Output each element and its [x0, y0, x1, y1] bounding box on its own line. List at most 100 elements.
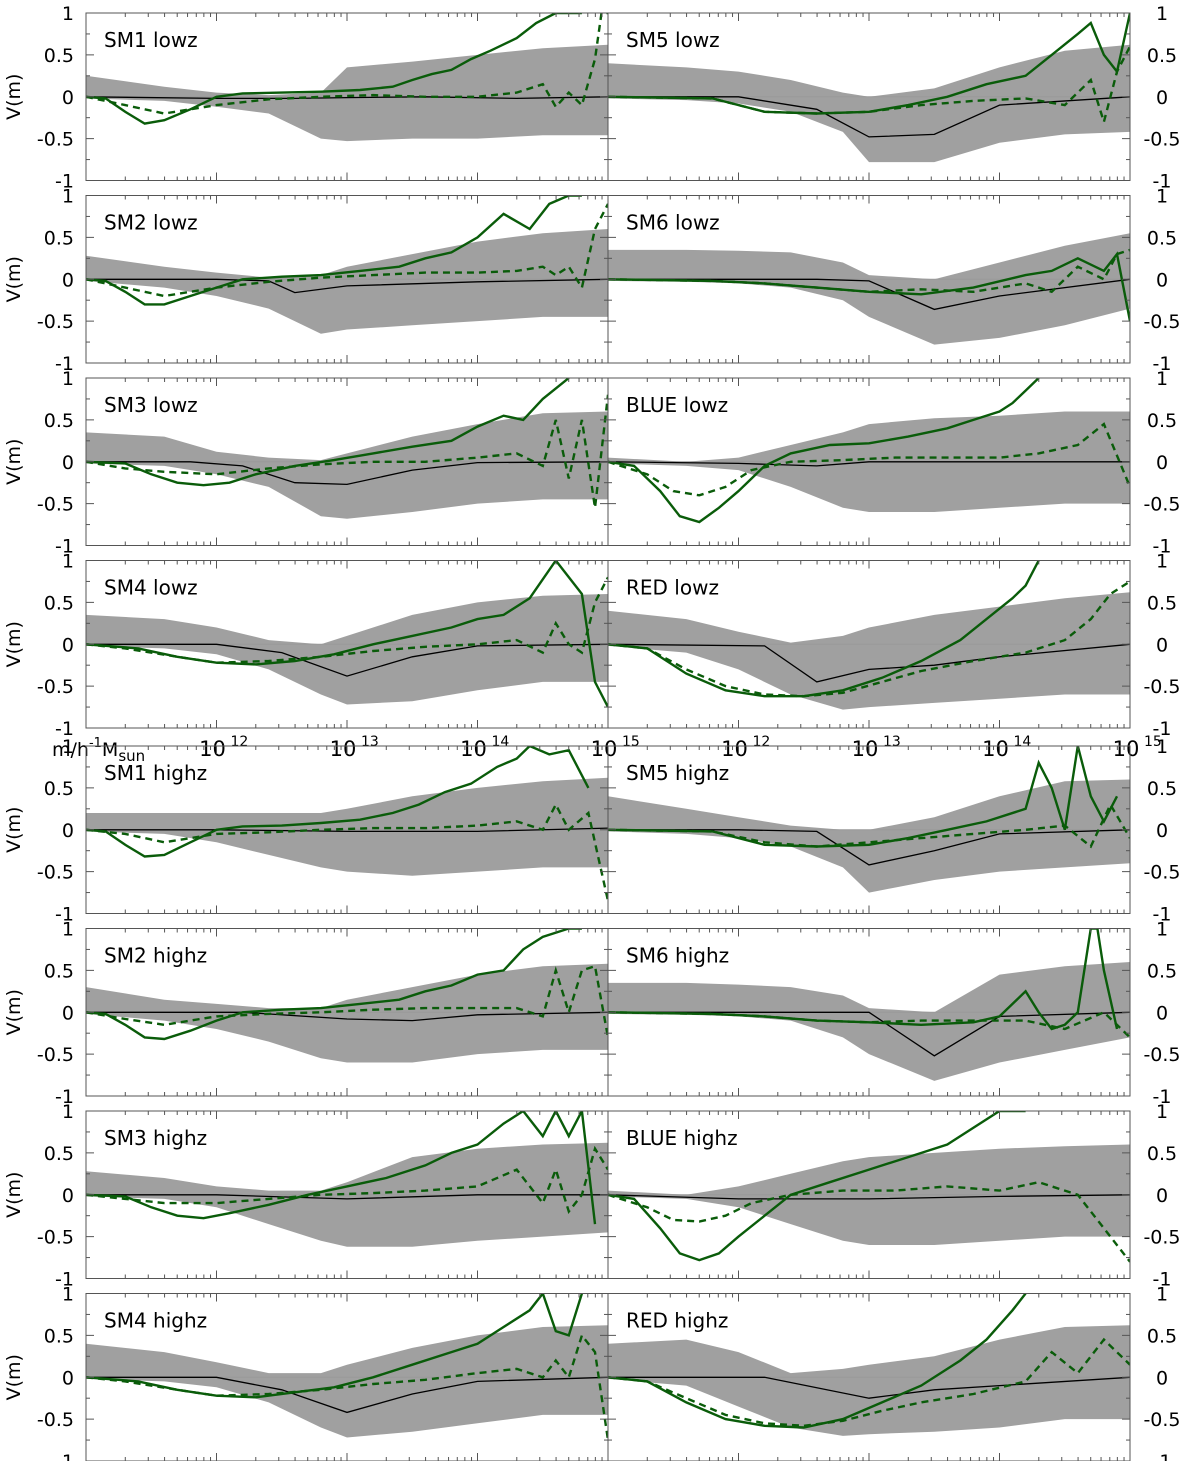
green-solid-line	[608, 746, 1119, 848]
y-tick-label: -1	[55, 1451, 74, 1461]
black-model-line	[86, 461, 608, 486]
y-tick-label: 0	[62, 634, 74, 656]
chart-panel: BLUE highz 1 0.5 0 -0.5 -1	[607, 1101, 1181, 1291]
y-tick-label: -0.5	[37, 1409, 74, 1431]
x-tick-label: 10	[1113, 737, 1140, 761]
y-tick-label: 0.5	[1147, 778, 1177, 800]
x-axis-label-main: m/h	[52, 739, 89, 761]
green-dashed-line	[608, 1337, 1130, 1428]
x-tick-label: 10	[330, 737, 357, 761]
y-tick-label: -0.5	[1143, 676, 1180, 698]
green-solid-line	[608, 13, 1130, 115]
y-tick-label: 1	[62, 3, 74, 25]
green-dashed-line	[608, 580, 1130, 698]
y-tick-label: 0	[1156, 1185, 1168, 1207]
panel-title: SM2 lowz	[104, 211, 198, 235]
green-dashed-line	[608, 1180, 1130, 1263]
y-tick-label: 1	[1156, 1101, 1168, 1123]
y-tick-label: 1	[1156, 1284, 1168, 1306]
scatter-band	[608, 1325, 1130, 1436]
panel-title: RED lowz	[626, 576, 719, 600]
scatter-band	[86, 963, 608, 1063]
green-solid-line	[608, 251, 1130, 322]
scatter-band	[608, 44, 1130, 163]
black-model-line	[86, 96, 608, 100]
x-axis-label-sub: sun	[118, 747, 145, 765]
plot-area	[86, 1111, 608, 1247]
panel-title: BLUE lowz	[626, 393, 728, 417]
y-tick-label: 1	[62, 1101, 74, 1123]
plot-area	[608, 13, 1130, 163]
y-tick-label: 0.5	[1147, 592, 1177, 614]
black-model-line	[608, 1194, 1130, 1200]
plot-area	[608, 560, 1130, 710]
y-tick-label: 0.5	[1147, 960, 1177, 982]
plot-area	[86, 928, 608, 1063]
plot-area	[608, 233, 1130, 345]
panel-title: SM5 highz	[626, 761, 729, 785]
y-axis-label: V(m)	[3, 256, 25, 302]
panel-title: SM4 lowz	[104, 576, 198, 600]
y-axis-label: V(m)	[3, 1172, 25, 1218]
y-tick-label: 1	[62, 551, 74, 573]
y-tick-label: -0.5	[1143, 1227, 1180, 1249]
green-solid-line	[608, 1293, 1027, 1429]
y-tick-label: -0.5	[37, 1044, 74, 1066]
plot-area	[86, 378, 608, 519]
panel-title: SM3 lowz	[104, 393, 198, 417]
chart-panel: BLUE lowz 1 0.5 0 -0.5 -1	[607, 368, 1181, 558]
y-tick-label: 0.5	[1147, 410, 1177, 432]
panel-title: SM6 highz	[626, 944, 729, 968]
x-axis-label: m/h-1Msun	[52, 736, 145, 765]
x-tick-exponent: 14	[492, 734, 510, 750]
y-tick-label: -1	[1153, 1269, 1172, 1291]
plot-area	[86, 195, 608, 334]
green-solid-line	[86, 560, 608, 708]
panel-title: SM1 lowz	[104, 28, 198, 52]
green-dashed-line	[608, 802, 1130, 849]
y-tick-label: -0.5	[1143, 862, 1180, 884]
panel-title: SM1 highz	[104, 761, 207, 785]
x-tick-label: 10	[199, 737, 226, 761]
y-tick-label: -0.5	[37, 494, 74, 516]
scatter-band	[86, 44, 608, 142]
y-tick-label: 0.5	[44, 1325, 74, 1347]
y-tick-label: -1	[1153, 904, 1172, 926]
chart-panel: SM2 lowz 1 0.5 0 -0.5 -1 V(m)	[3, 186, 609, 375]
chart-panel: SM1 lowz 1 0.5 0 -0.5 -1 V(m)	[3, 3, 609, 193]
y-tick-label: -1	[55, 536, 74, 558]
panel-title: BLUE highz	[626, 1126, 738, 1150]
green-solid-line	[86, 378, 570, 487]
plot-area	[86, 746, 608, 902]
chart-panel: SM6 lowz 1 0.5 0 -0.5 -1	[607, 186, 1181, 375]
y-tick-label: 0.5	[44, 960, 74, 982]
x-tick-exponent: 12	[231, 734, 249, 750]
y-tick-label: 0	[62, 269, 74, 291]
green-solid-line	[86, 746, 590, 858]
y-axis-label: V(m)	[3, 621, 25, 667]
black-model-line	[86, 643, 608, 677]
black-model-line	[86, 827, 608, 833]
black-model-line	[608, 643, 1130, 683]
x-tick-label: 10	[852, 737, 879, 761]
y-axis-label: V(m)	[3, 1354, 25, 1400]
y-tick-label: 0.5	[44, 410, 74, 432]
chart-panel: SM1 highz 1 0.5 0 -0.5 -1 V(m)	[3, 736, 609, 926]
chart-panel: SM3 lowz 1 0.5 0 -0.5 -1 V(m)	[3, 368, 609, 558]
black-model-line	[86, 278, 608, 294]
y-tick-label: 0.5	[44, 778, 74, 800]
y-tick-label: 1	[1156, 919, 1168, 941]
green-solid-line	[86, 195, 582, 306]
y-tick-label: -0.5	[37, 862, 74, 884]
plot-area	[86, 560, 608, 708]
x-axis-label-sup: -1	[89, 736, 102, 751]
y-tick-label: 0.5	[44, 592, 74, 614]
y-tick-label: -1	[1153, 353, 1172, 375]
y-tick-label: -1	[1153, 718, 1172, 740]
scatter-band	[608, 233, 1130, 345]
x-tick-exponent: 14	[1014, 734, 1032, 750]
y-tick-label: 0	[1156, 269, 1168, 291]
green-solid-line	[86, 1111, 597, 1225]
chart-panel: SM3 highz 1 0.5 0 -0.5 -1 V(m)	[3, 1101, 609, 1291]
